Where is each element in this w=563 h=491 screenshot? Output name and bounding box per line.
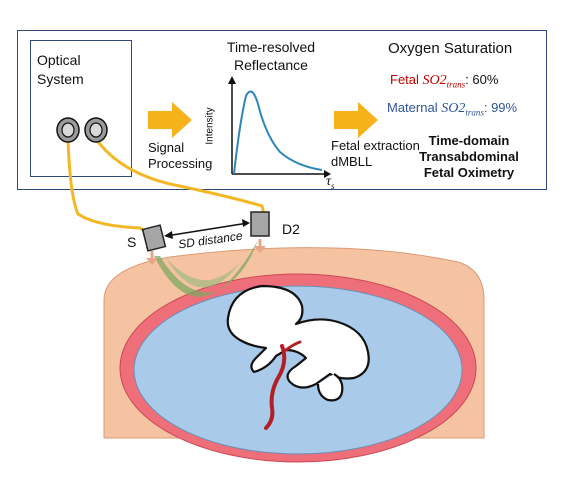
umbilical-cord-branch [284,340,302,352]
detector-probe [250,211,270,237]
trr-axes [231,82,326,175]
x-axis-arrowhead [324,170,331,178]
trr-title: Time-resolved Reflectance [226,39,316,73]
source-probe [141,224,167,252]
tau-axis-label: τs [326,174,335,191]
fiber-connector-right-icon [84,117,108,143]
top-panel-frame [17,30,547,190]
light-path-inner [166,248,250,288]
fetal-extraction-label: Fetal extraction dMBLL [331,138,420,169]
fiber-to-source [66,138,147,234]
oxygen-saturation-title: Oxygen Saturation [388,40,513,57]
fetus-silhouette [226,284,370,402]
method-title: Time-domain Transabdominal Fetal Oximetr… [419,133,519,180]
arrow-to-saturation [334,102,378,138]
source-label: S [127,234,137,250]
fiber-to-detector [94,138,266,215]
light-path-banana [154,240,258,297]
sd-distance-arrow [165,222,249,237]
detector-label: D2 [282,221,300,237]
maternal-so2-line: Maternal SO2trans: 99% [387,100,518,118]
umbilical-cord [264,344,287,430]
fiber-connector-left-icon [56,117,80,143]
optical-system-label: Optical System [37,52,84,87]
trr-curve [233,90,323,175]
intensity-axis-label: Intensity [204,107,216,145]
y-axis-arrowhead [228,76,236,84]
optical-system-box [30,40,132,177]
fetal-so2-line: Fetal SO2trans: 60% [390,72,499,90]
arrow-to-processing [148,102,192,138]
signal-processing-label: Signal Processing [148,140,213,171]
